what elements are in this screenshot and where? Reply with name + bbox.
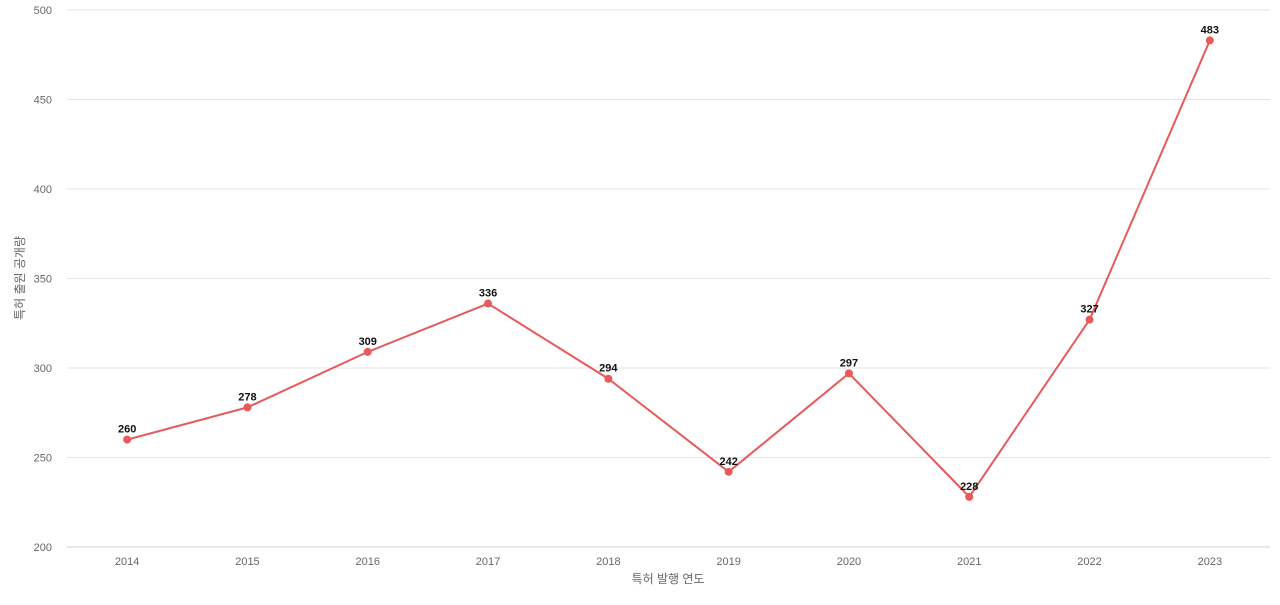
- data-point[interactable]: [484, 299, 493, 308]
- x-axis-title: 특허 발행 연도: [632, 571, 705, 586]
- y-axis: 200 250 300 350 400 450 500: [34, 5, 52, 554]
- series-layer: [123, 36, 1214, 501]
- data-point[interactable]: [363, 347, 372, 356]
- data-point[interactable]: [965, 492, 974, 501]
- x-tick-label: 2018: [596, 556, 620, 568]
- x-tick-label: 2017: [476, 556, 500, 568]
- y-tick-label: 200: [34, 542, 52, 554]
- x-tick-label: 2020: [837, 556, 861, 568]
- x-tick-label: 2015: [235, 556, 259, 568]
- data-point[interactable]: [243, 403, 252, 412]
- data-label: 327: [1080, 304, 1098, 316]
- y-tick-label: 350: [34, 274, 52, 286]
- y-tick-label: 450: [34, 95, 52, 107]
- y-tick-label: 250: [34, 453, 52, 465]
- series-line: [126, 40, 1211, 498]
- data-label: 483: [1201, 24, 1219, 36]
- x-tick-label: 2022: [1077, 556, 1101, 568]
- x-tick-label: 2016: [356, 556, 380, 568]
- y-tick-label: 300: [34, 363, 52, 375]
- data-label: 336: [479, 288, 497, 300]
- data-label-layer: 260 278 309 336 294 242 297 228 327 483: [118, 24, 1219, 492]
- data-label: 294: [599, 363, 618, 375]
- x-tick-label: 2023: [1198, 556, 1222, 568]
- y-tick-label: 400: [34, 184, 52, 196]
- x-tick-label: 2019: [716, 556, 740, 568]
- data-label: 309: [359, 336, 377, 348]
- x-tick-label: 2014: [115, 556, 139, 568]
- data-label: 278: [238, 391, 256, 403]
- x-tick-label: 2021: [957, 556, 981, 568]
- data-label: 242: [719, 456, 737, 468]
- data-point[interactable]: [724, 467, 733, 476]
- data-point[interactable]: [1085, 315, 1094, 324]
- data-point[interactable]: [123, 435, 132, 444]
- data-point[interactable]: [844, 369, 853, 378]
- data-label: 228: [960, 481, 978, 493]
- data-label: 297: [840, 357, 858, 369]
- x-axis: 2014 2015 2016 2017 2018 2019 2020 2021 2022 2023: [115, 556, 1222, 568]
- y-tick-label: 500: [34, 5, 52, 17]
- grid-layer: [67, 9, 1270, 548]
- data-label: 260: [118, 424, 136, 436]
- data-point[interactable]: [1205, 36, 1214, 45]
- data-point[interactable]: [604, 374, 613, 383]
- y-axis-title: 특허 출원 공개량: [13, 236, 27, 320]
